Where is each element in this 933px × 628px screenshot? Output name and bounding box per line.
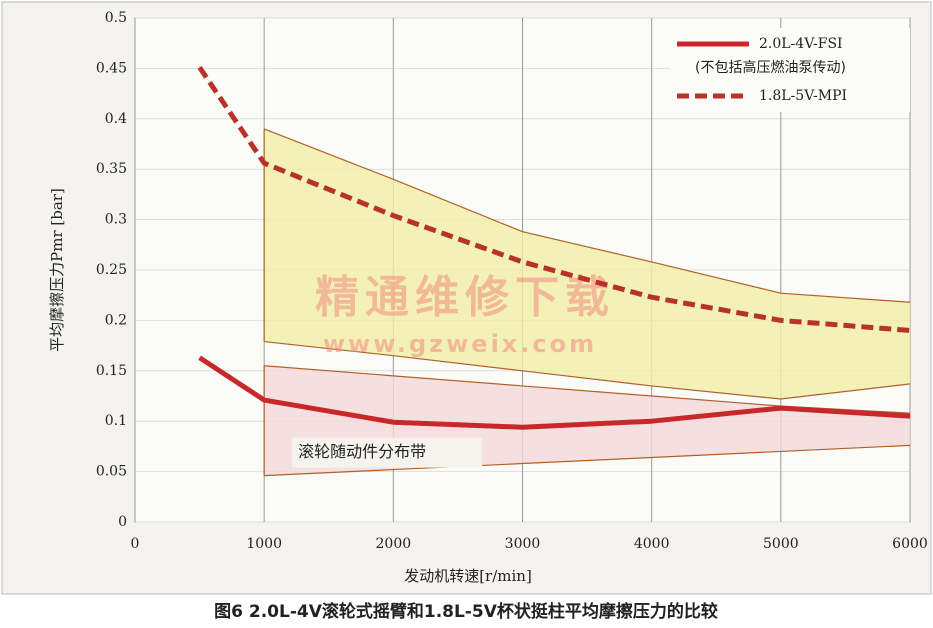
x-tick-label: 6000 bbox=[892, 536, 928, 552]
y-tick-label: 0.2 bbox=[105, 312, 127, 328]
x-tick-label: 2000 bbox=[376, 536, 412, 552]
y-tick-label: 0.25 bbox=[96, 262, 127, 278]
caption: 图6 2.0L-4V滚轮式摇臂和1.8L-5V杯状挺柱平均摩擦压力的比较 bbox=[214, 601, 718, 622]
y-tick-label: 0.1 bbox=[105, 413, 127, 429]
legend-label: 2.0L-4V-FSI bbox=[759, 36, 843, 52]
legend-label: 1.8L-5V-MPI bbox=[759, 88, 847, 104]
y-tick-label: 0.45 bbox=[96, 60, 127, 76]
band-edge bbox=[264, 444, 911, 477]
series-line bbox=[197, 65, 911, 333]
x-tick-label: 1000 bbox=[246, 536, 282, 552]
band-label-bg bbox=[292, 437, 483, 468]
x-tick-label: 5000 bbox=[763, 536, 799, 552]
x-tick-label: 0 bbox=[131, 536, 140, 552]
y-tick-label: 0.05 bbox=[96, 464, 127, 480]
y-tick-label: 0.15 bbox=[96, 363, 127, 379]
watermark: 精通维修下载 bbox=[315, 272, 615, 323]
y-tick-label: 0 bbox=[118, 514, 127, 530]
x-axis-label: 发动机转速[r/min] bbox=[404, 567, 532, 585]
y-axis-label: 平均摩擦压力Pmr [bar] bbox=[48, 188, 66, 352]
x-tick-label: 3000 bbox=[505, 536, 541, 552]
y-tick-label: 0.3 bbox=[105, 212, 127, 228]
series-line bbox=[198, 355, 911, 430]
y-tick-label: 0.4 bbox=[105, 111, 127, 127]
legend-note: (不包括高压燃油泵传动) bbox=[695, 59, 846, 76]
band-label: 滚轮随动件分布带 bbox=[298, 442, 426, 461]
watermark: www.gzweix.com bbox=[323, 330, 597, 358]
band-fill bbox=[264, 128, 911, 400]
band-edge bbox=[264, 340, 911, 400]
x-tick-label: 4000 bbox=[634, 536, 670, 552]
band-edge bbox=[263, 128, 911, 303]
y-tick-label: 0.5 bbox=[105, 10, 127, 26]
plot-layer: 滚轮随动件分布带 bbox=[134, 17, 911, 523]
y-tick-label: 0.35 bbox=[96, 161, 127, 177]
